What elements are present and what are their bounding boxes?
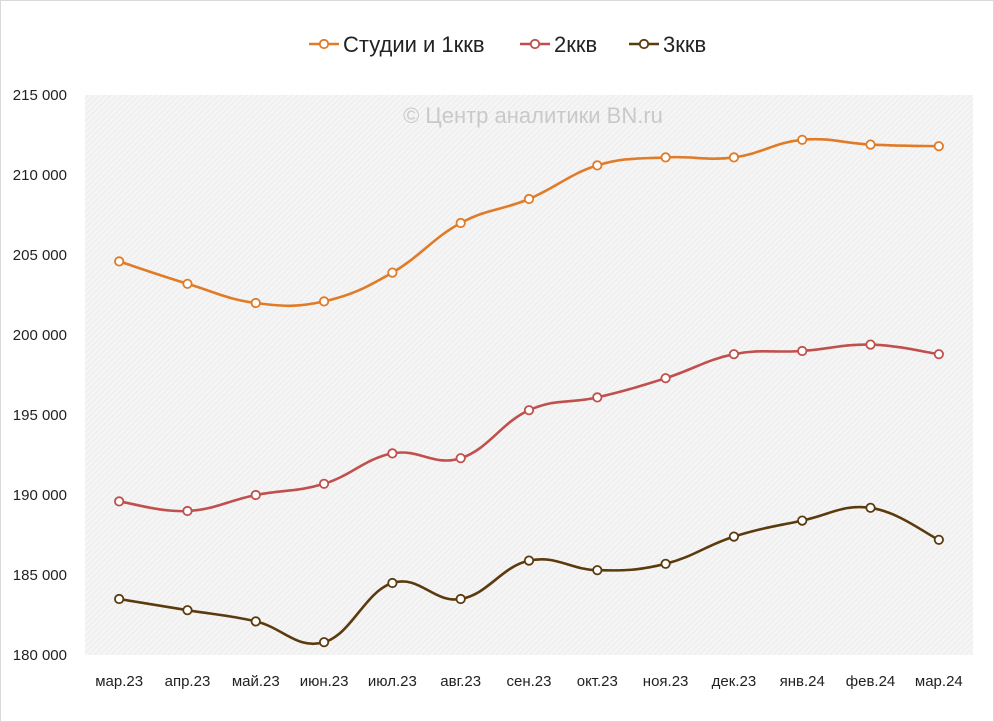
x-tick-label: фев.24 (846, 673, 896, 690)
y-axis: 180 000 185 000 190 000 195 000 200 000 205 0… (13, 87, 67, 664)
y-tick-label: 210 000 (13, 167, 67, 184)
data-point (318, 296, 330, 307)
data-point (660, 558, 671, 569)
data-point (797, 345, 808, 357)
data-point (865, 502, 876, 513)
data-point (660, 152, 671, 163)
x-tick-label: июн.23 (300, 673, 349, 690)
data-point (455, 217, 466, 229)
plot-area (85, 95, 973, 655)
data-point (865, 339, 876, 350)
y-tick-label: 185 000 (13, 567, 67, 584)
data-point (797, 134, 808, 145)
legend: Студии и 1ккв 2ккв 3ккв (309, 32, 706, 57)
data-point (387, 267, 398, 278)
legend-marker (529, 38, 541, 50)
data-point (933, 349, 944, 360)
data-point (523, 405, 535, 416)
data-point (114, 496, 125, 507)
series-group (114, 134, 944, 648)
data-point (250, 489, 261, 501)
data-point (592, 392, 603, 403)
watermark-text: © Центр аналитики BN.ru (403, 103, 663, 128)
y-tick-label: 200 000 (13, 327, 67, 344)
y-tick-label: 205 000 (13, 247, 67, 264)
data-point (933, 534, 944, 545)
x-tick-label: май.23 (232, 673, 280, 690)
x-tick-label: апр.23 (165, 673, 211, 690)
x-tick-label: мар.24 (915, 673, 963, 690)
data-point (455, 593, 466, 605)
legend-marker (638, 38, 650, 50)
data-point (797, 515, 808, 526)
x-tick-label: авг.23 (440, 673, 481, 690)
data-point (250, 616, 261, 627)
x-tick-label: ноя.23 (643, 673, 689, 690)
data-point (592, 160, 603, 171)
legend-label: 2ккв (554, 32, 597, 57)
x-tick-label: сен.23 (507, 673, 552, 690)
data-point (114, 593, 125, 605)
data-point (250, 297, 261, 309)
data-point (728, 349, 740, 360)
data-point (318, 478, 330, 489)
legend-label: 3ккв (663, 32, 706, 57)
data-point (933, 141, 944, 152)
y-tick-label: 215 000 (13, 87, 67, 104)
legend-marker (318, 38, 330, 50)
x-axis: мар.23 апр.23 май.23 июн.23 июл.23 авг.23 сен.… (95, 673, 963, 690)
x-tick-label: июл.23 (368, 673, 417, 690)
data-point (865, 139, 876, 150)
data-point (455, 453, 466, 464)
y-tick-label: 180 000 (13, 647, 67, 664)
y-tick-label: 195 000 (13, 407, 67, 424)
y-tick-label: 190 000 (13, 487, 67, 504)
x-tick-label: дек.23 (712, 673, 757, 690)
data-point (182, 278, 193, 289)
data-point (660, 373, 671, 384)
legend-label: Студии и 1ккв (343, 32, 485, 57)
data-point (728, 152, 740, 163)
x-tick-label: мар.23 (95, 673, 143, 690)
data-point (728, 531, 740, 542)
data-point (592, 565, 603, 576)
x-tick-label: янв.24 (780, 673, 825, 690)
data-point (182, 605, 193, 616)
data-point (182, 505, 193, 517)
data-point (523, 193, 535, 205)
data-point (387, 577, 398, 589)
data-point (114, 256, 125, 267)
data-point (387, 448, 398, 459)
data-point (523, 555, 535, 566)
data-point (318, 637, 330, 648)
x-tick-label: окт.23 (577, 673, 618, 690)
